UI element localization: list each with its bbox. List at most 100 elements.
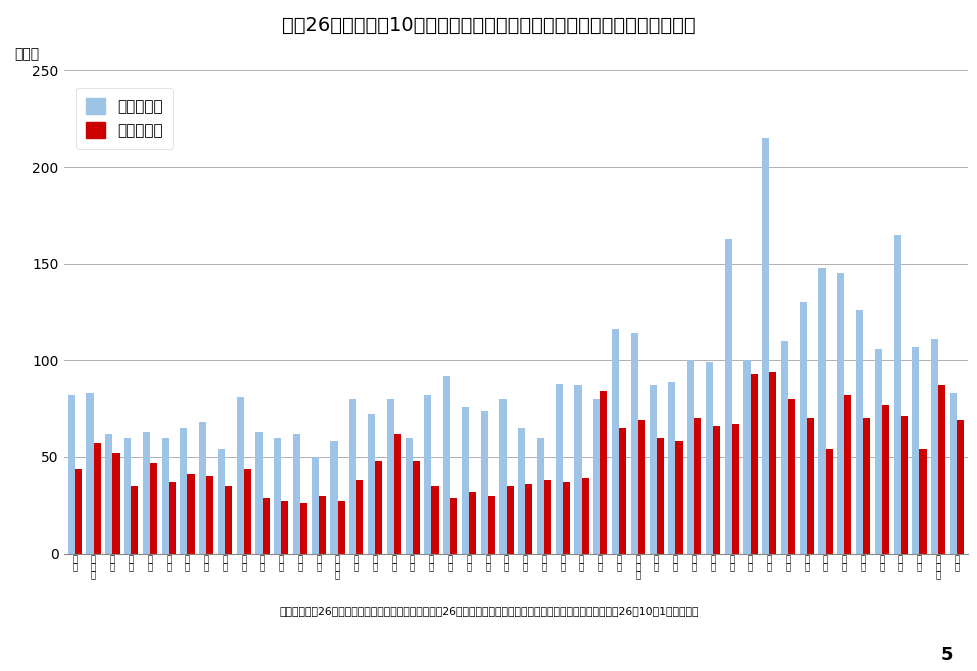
Bar	[562, 482, 570, 554]
Bar	[461, 407, 469, 554]
Bar	[573, 385, 581, 554]
Bar	[749, 374, 757, 554]
Bar	[206, 476, 213, 554]
Bar	[918, 449, 925, 554]
Bar	[593, 399, 600, 554]
Bar	[836, 273, 843, 554]
Bar	[469, 492, 476, 554]
Bar	[881, 405, 888, 554]
Legend: 理学療法士, 作業療法士: 理学療法士, 作業療法士	[75, 88, 173, 149]
Bar	[262, 497, 270, 554]
Bar	[667, 382, 675, 554]
Bar	[618, 428, 625, 554]
Bar	[649, 385, 656, 554]
Bar	[236, 397, 243, 554]
Bar	[900, 417, 907, 554]
Text: （人）: （人）	[14, 47, 39, 61]
Bar	[731, 424, 738, 554]
Bar	[375, 461, 382, 554]
Bar	[705, 362, 712, 554]
Bar	[780, 341, 787, 554]
Bar	[769, 372, 776, 554]
Bar	[243, 468, 251, 554]
Bar	[555, 384, 562, 554]
Bar	[893, 235, 900, 554]
Bar	[724, 239, 731, 554]
Text: 平成26年度　人口10万対理学療法士・作業療法士数（常勤換算従事者数）: 平成26年度 人口10万対理学療法士・作業療法士数（常勤換算従事者数）	[282, 16, 695, 36]
Bar	[600, 391, 607, 554]
Bar	[518, 428, 525, 554]
Bar	[180, 428, 188, 554]
Bar	[293, 433, 300, 554]
Bar	[106, 433, 112, 554]
Bar	[843, 395, 851, 554]
Bar	[449, 497, 457, 554]
Bar	[818, 268, 825, 554]
Bar	[149, 463, 157, 554]
Bar	[637, 420, 645, 554]
Bar	[424, 395, 431, 554]
Text: 5: 5	[940, 646, 953, 664]
Bar	[337, 501, 344, 554]
Bar	[806, 418, 813, 554]
Bar	[199, 422, 206, 554]
Bar	[787, 399, 794, 554]
Bar	[949, 393, 956, 554]
Bar	[330, 442, 337, 554]
Bar	[480, 411, 488, 554]
Bar	[687, 360, 694, 554]
Bar	[67, 395, 75, 554]
Bar	[124, 437, 131, 554]
Bar	[761, 138, 769, 554]
Bar	[386, 399, 394, 554]
Bar	[168, 482, 176, 554]
Bar	[612, 329, 618, 554]
Bar	[499, 399, 506, 554]
Bar	[863, 418, 870, 554]
Bar	[630, 333, 637, 554]
Bar	[930, 339, 937, 554]
Bar	[319, 496, 325, 554]
Bar	[581, 478, 588, 554]
Bar	[356, 480, 363, 554]
Bar	[274, 437, 281, 554]
Bar	[543, 480, 551, 554]
Bar	[349, 399, 356, 554]
Bar	[825, 449, 831, 554]
Bar	[281, 501, 288, 554]
Bar	[218, 449, 225, 554]
Bar	[656, 437, 663, 554]
Bar	[912, 347, 918, 554]
Bar	[855, 310, 863, 554]
Bar	[94, 444, 101, 554]
Bar	[367, 415, 375, 554]
Bar	[300, 503, 307, 554]
Bar	[255, 432, 262, 554]
Bar	[799, 303, 806, 554]
Bar	[675, 442, 682, 554]
Bar	[506, 486, 513, 554]
Bar	[188, 474, 194, 554]
Bar	[75, 468, 82, 554]
Bar	[956, 420, 963, 554]
Bar	[112, 453, 119, 554]
Bar	[225, 486, 232, 554]
Bar	[694, 418, 701, 554]
Bar	[488, 496, 494, 554]
Text: 出典：「平成26年医療施設調査・病院報告」、「平成26年介護サービス施設・事業所調査」、「人口推計（平成26年10月1日現在）」: 出典：「平成26年医療施設調査・病院報告」、「平成26年介護サービス施設・事業所…	[279, 606, 698, 615]
Bar	[86, 393, 94, 554]
Bar	[536, 437, 543, 554]
Bar	[525, 484, 531, 554]
Bar	[873, 349, 881, 554]
Bar	[161, 437, 168, 554]
Bar	[412, 461, 419, 554]
Bar	[405, 437, 412, 554]
Bar	[131, 486, 138, 554]
Bar	[443, 376, 449, 554]
Bar	[743, 360, 749, 554]
Bar	[312, 457, 319, 554]
Bar	[394, 433, 401, 554]
Bar	[431, 486, 438, 554]
Bar	[143, 432, 149, 554]
Bar	[712, 426, 719, 554]
